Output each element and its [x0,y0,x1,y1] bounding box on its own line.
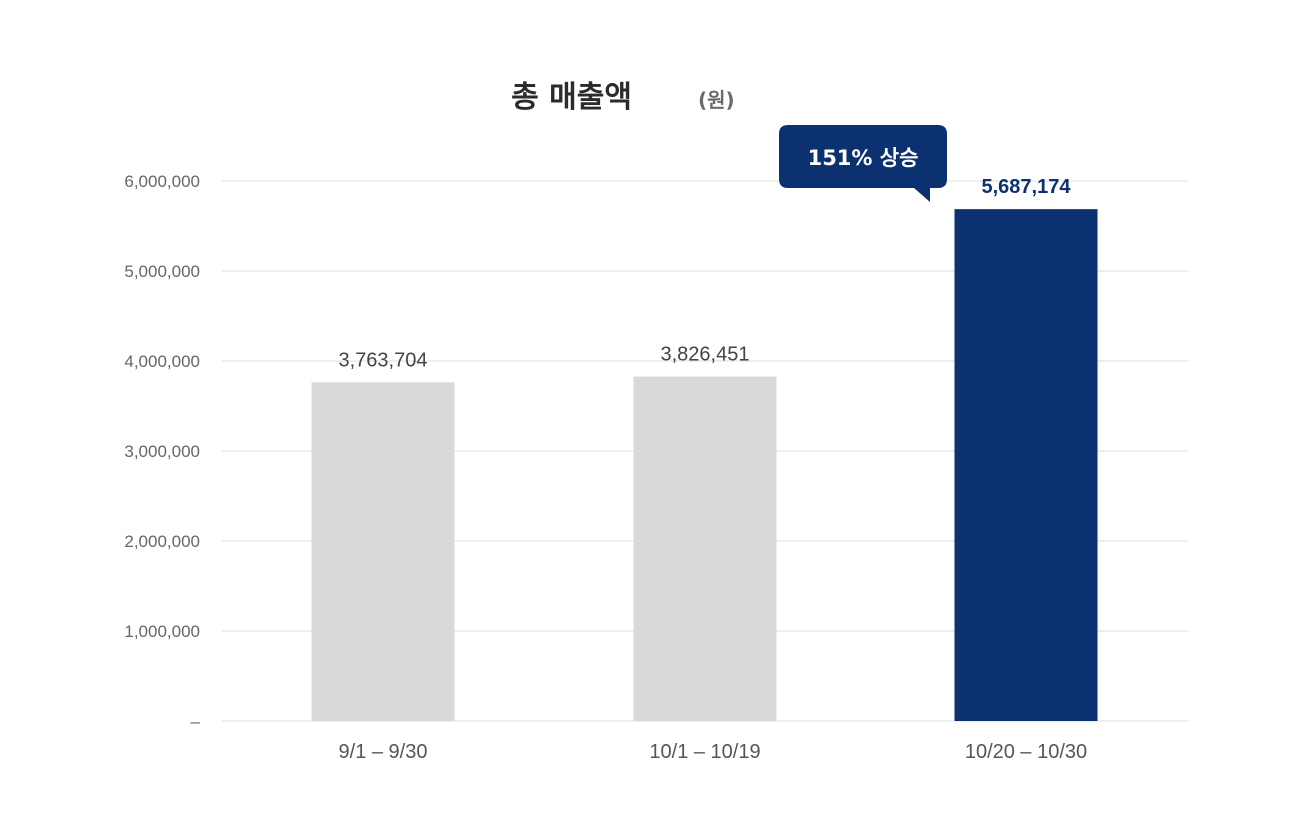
data-label: 5,687,174 [982,176,1072,198]
bar [633,376,777,721]
bar [311,382,455,721]
increase-callout: 151% 상승 [779,125,947,202]
y-tick-label: 2,000,000 [124,532,200,551]
x-tick-label: 9/1 – 9/30 [339,741,428,763]
data-label: 3,826,451 [661,344,750,366]
x-tick-label: 10/20 – 10/30 [965,741,1087,763]
y-tick-label: 5,000,000 [124,262,200,281]
data-labels: 3,763,704 3,826,451 5,687,174 [339,176,1072,371]
chart-title: 총 매출액 [511,80,632,115]
y-tick-label: 1,000,000 [124,622,200,641]
data-label: 3,763,704 [339,349,428,371]
bars [311,209,1098,721]
chart-unit: (원) [698,88,735,112]
x-axis-ticks: 9/1 – 9/30 10/1 – 10/19 10/20 – 10/30 [339,741,1088,763]
callout-text: 151% 상승 [808,146,919,170]
x-tick-label: 10/1 – 10/19 [649,741,760,763]
y-tick-label: 6,000,000 [124,172,200,191]
y-tick-label: 3,000,000 [124,442,200,461]
bar [954,209,1098,721]
y-axis-ticks: – 1,000,000 2,000,000 3,000,000 4,000,000 5,0… [124,172,200,731]
y-tick-label: 4,000,000 [124,352,200,371]
y-tick-label: – [191,712,201,731]
callout-bubble [779,125,947,202]
